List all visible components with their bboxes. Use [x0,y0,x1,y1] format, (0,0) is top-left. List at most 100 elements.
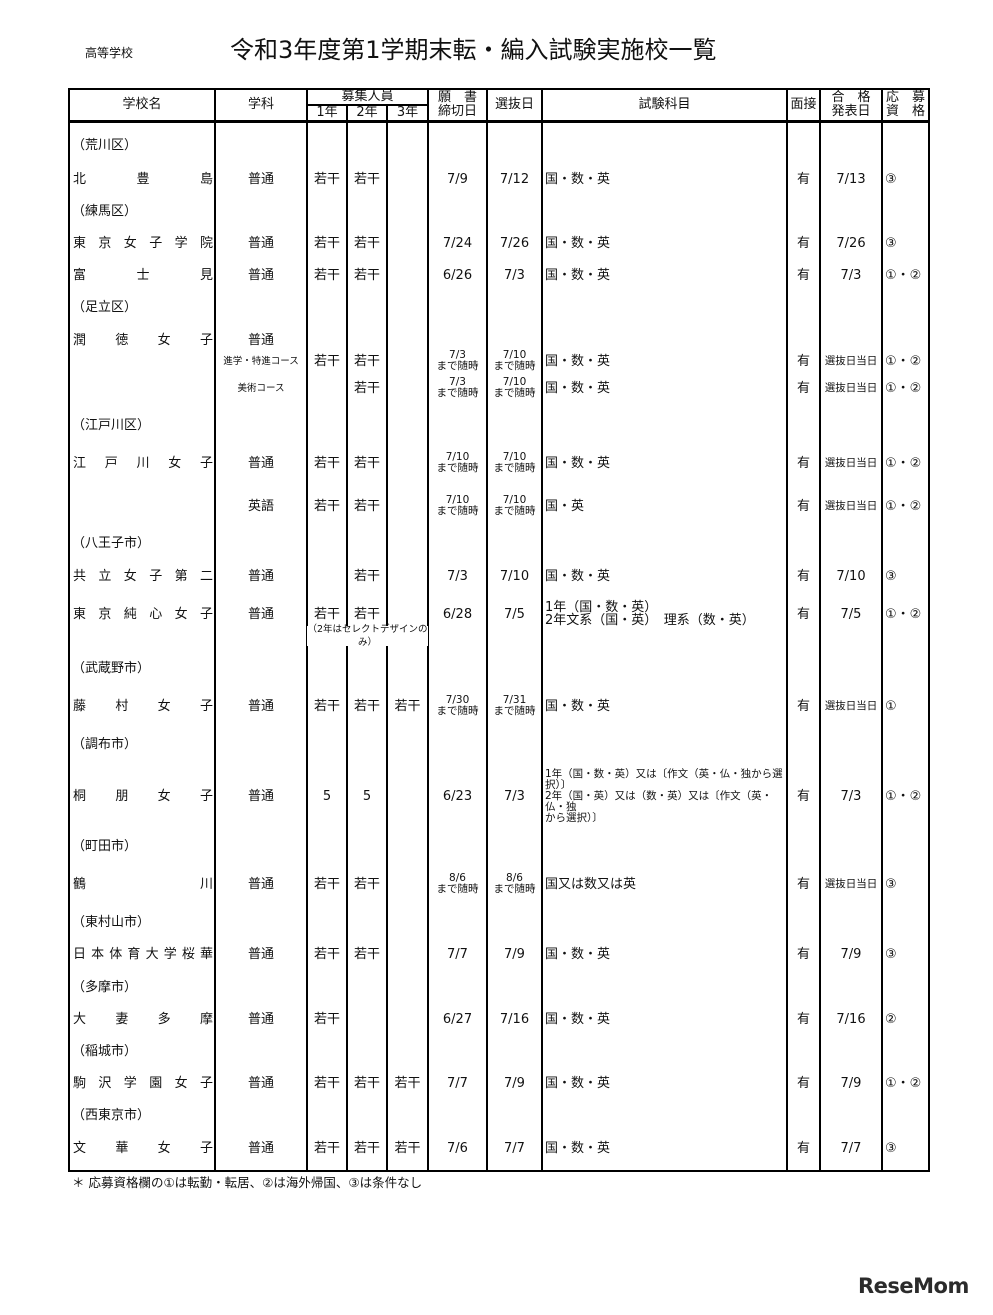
district-label: （調布市） [72,736,138,752]
school-name: 桐朋女子 [73,788,213,804]
interview-cell: 有 [796,1075,810,1091]
header-year2: 2年 [356,105,378,120]
y3-cell: 若干 [394,698,421,714]
exam-date-cell: 8/6 まで随時 [493,872,536,895]
dept-cell: 美術コース [237,382,285,394]
district-label: （多摩市） [72,979,138,995]
name-cell: 藤村女子 [69,689,215,723]
deadline-cell: 7/24 [442,235,473,251]
y2-cell: 若干 [353,876,380,892]
y2-cell: 若干 [353,455,380,471]
subjects-cell: 国・数・英 [545,455,611,471]
subjects-cell: 国・数・英 [545,353,611,369]
table-top-border [68,88,930,90]
exam-date-cell: 7/9 [504,1075,525,1091]
deadline-cell: 7/6 [447,1140,468,1156]
dept-cell: 普通 [247,1011,274,1027]
header-eligibility: 応 募 資 格 [885,90,925,119]
y2-cell: 若干 [353,380,380,396]
y1-cell [307,559,347,593]
school-name: 藤村女子 [73,698,213,714]
y3-cell [387,559,428,593]
y3-cell [387,937,428,971]
deadline-cell: 7/3 まで随時 [436,376,479,399]
eligibility-cell: ③ [885,171,897,187]
interview-cell: 有 [796,235,810,251]
eligibility-cell: ③ [885,876,897,892]
district-label: （稲城市） [72,1043,138,1059]
dept-cell: 普通 [247,332,274,348]
exam-date-cell: 7/31 まで随時 [493,694,536,717]
y1-cell: 若干 [313,1140,340,1156]
district-label: （東村山市） [72,914,151,930]
district-label: （荒川区） [72,137,138,153]
y3-cell [387,779,428,813]
y2-cell: 若干 [353,698,380,714]
district-label: （足立区） [72,299,138,315]
eligibility-cell: ①・② [885,353,922,369]
header-dept: 学科 [247,97,274,112]
header-subjects: 試験科目 [638,97,691,112]
y2-cell: 若干 [353,946,380,962]
name-cell: 文華女子 [69,1131,215,1165]
y1-cell: 若干 [313,1011,340,1027]
recruit-note: （2年はセレクトデザインのみ） [307,624,428,648]
y3-cell: 若干 [394,1075,421,1091]
eligibility-cell: ② [885,1011,897,1027]
exam-date-cell: 7/12 [499,171,530,187]
y1-cell: 若干 [313,455,340,471]
school-name: 東京純心女子 [73,606,213,622]
school-name: 富士見 [73,267,213,283]
deadline-cell: 6/27 [442,1011,473,1027]
y2-cell: 若干 [353,235,380,251]
school-name: 文華女子 [73,1140,213,1156]
y2-cell: 若干 [353,171,380,187]
column-divider [486,89,488,1171]
y1-cell [307,371,347,405]
exam-date-cell: 7/9 [504,946,525,962]
dept-cell: 進学・特進コース [223,355,299,367]
subjects-cell: 国・数・英 [545,1075,611,1091]
y1-cell: 若干 [313,946,340,962]
y1-cell: 5 [322,788,332,804]
name-cell: 駒沢学園女子 [69,1066,215,1100]
subjects-cell: 国・英 [545,498,585,514]
y3-cell [387,226,428,260]
header-recruit: 募集人員 [341,88,394,104]
subjects-cell: 国又は数又は英 [545,876,637,892]
interview-cell: 有 [796,455,810,471]
announce-cell: 7/13 [836,171,866,187]
y2-cell: 若干 [353,267,380,283]
eligibility-cell: ①・② [885,1075,922,1091]
school-name: 潤徳女子 [73,332,213,348]
subjects-cell: 国・数・英 [545,698,611,714]
interview-cell: 有 [796,171,810,187]
eligibility-cell: ① [885,698,897,714]
announce-cell: 7/26 [836,235,866,251]
school-name: 日本体育大学桜華 [73,946,213,962]
interview-cell: 有 [796,380,810,396]
announce-cell: 7/9 [840,1075,862,1091]
deadline-cell: 7/3 まで随時 [436,349,479,372]
deadline-cell: 7/3 [447,568,468,584]
deadline-cell: 7/30 まで随時 [436,694,479,717]
deadline-cell: 6/28 [442,606,473,622]
y2-cell: 若干 [353,353,380,369]
school-category: 高等学校 [85,46,134,60]
exam-date-cell: 7/3 [504,267,525,283]
y2-cell: 若干 [353,606,380,622]
eligibility-cell: ①・② [885,267,922,283]
deadline-cell: 6/26 [442,267,473,283]
name-cell: 桐朋女子 [69,779,215,813]
school-name: 大妻多摩 [73,1011,213,1027]
y3-cell: 若干 [394,1140,421,1156]
interview-cell: 有 [796,606,810,622]
column-divider [881,89,883,1171]
column-divider [68,89,70,1171]
announce-cell: 7/3 [840,267,862,283]
eligibility-cell: ①・② [885,455,922,471]
column-divider [214,89,216,1171]
y2-cell: 若干 [353,1075,380,1091]
y1-cell: 若干 [313,1075,340,1091]
